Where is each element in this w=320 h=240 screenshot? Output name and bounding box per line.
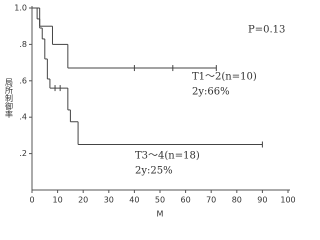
chart: 局所制御率 M P=0.13 .2 .4 .6 .8 1.0 0 10 20 30 40 50 60 7… bbox=[5, 4, 296, 219]
x-tick-label: 60 bbox=[181, 196, 191, 205]
x-tick-label: 40 bbox=[129, 196, 139, 205]
x-tick-label: 70 bbox=[206, 196, 216, 205]
x-tick-label: 30 bbox=[104, 196, 114, 205]
x-tick-label: 50 bbox=[155, 196, 165, 205]
x-tick-label: 100 bbox=[280, 196, 295, 205]
y-tick-label: 1.0 bbox=[14, 4, 27, 13]
y-tick-label: .8 bbox=[19, 40, 27, 49]
x-tick-label: 20 bbox=[78, 196, 88, 205]
x-axis-label: M bbox=[157, 210, 164, 219]
series-label: T1～2(n=10) bbox=[192, 72, 257, 83]
p-value: P=0.13 bbox=[248, 25, 285, 36]
series-label: T3～4(n=18) bbox=[135, 151, 200, 162]
x-tick-label: 0 bbox=[29, 196, 34, 205]
y-axis-label: 局所制御率 bbox=[5, 78, 14, 119]
x-tick-label: 90 bbox=[257, 196, 267, 205]
y-tick-label: .2 bbox=[19, 149, 27, 158]
series-note: 2y:25% bbox=[135, 166, 173, 177]
x-tick-label: 10 bbox=[53, 196, 63, 205]
x-tick-label: 80 bbox=[232, 196, 242, 205]
y-tick-label: .6 bbox=[19, 76, 27, 85]
series-note: 2y:66% bbox=[192, 87, 230, 98]
y-tick-label: .4 bbox=[19, 113, 27, 122]
